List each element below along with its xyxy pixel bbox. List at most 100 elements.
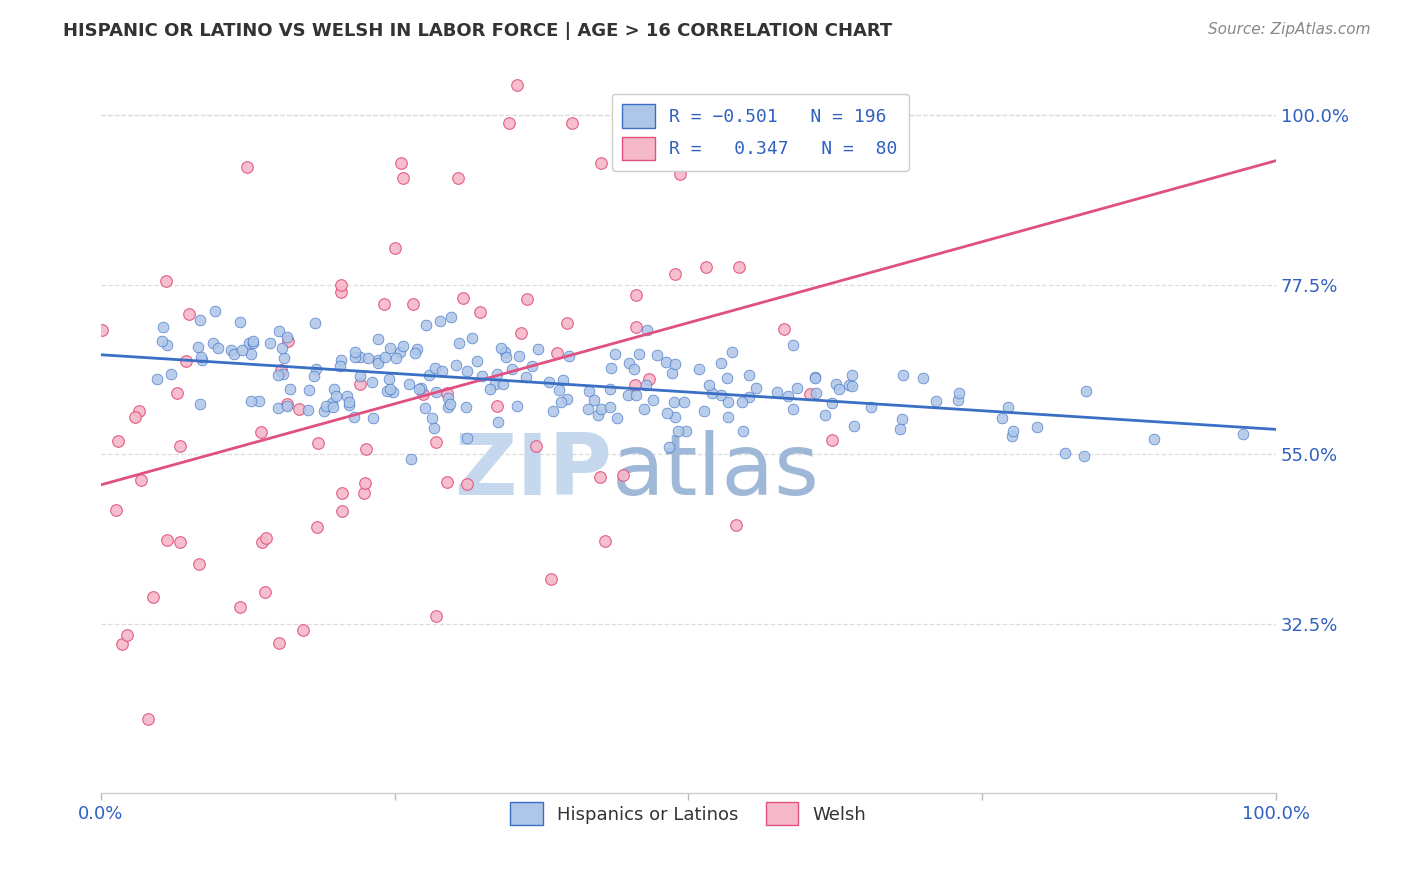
Point: [177, 307, 200, 321]
Point: [890, 412, 912, 426]
Point: [731, 394, 754, 409]
Point: [430, 364, 453, 378]
Point: [827, 382, 849, 396]
Point: [174, 353, 197, 368]
Point: [288, 402, 311, 417]
Point: [343, 410, 366, 425]
Point: [254, 531, 277, 545]
Point: [782, 401, 804, 416]
Point: [588, 470, 610, 484]
Point: [505, 399, 527, 413]
Point: [557, 349, 579, 363]
Point: [276, 330, 298, 344]
Point: [821, 395, 844, 409]
Point: [240, 346, 263, 360]
Point: [150, 334, 173, 348]
Point: [516, 292, 538, 306]
Point: [603, 347, 626, 361]
Point: [222, 347, 245, 361]
Point: [354, 442, 377, 457]
Point: [515, 370, 537, 384]
Legend: Hispanics or Latinos, Welsh: Hispanics or Latinos, Welsh: [502, 793, 876, 834]
Point: [721, 345, 744, 359]
Point: [636, 377, 658, 392]
Point: [889, 422, 911, 436]
Point: [470, 305, 492, 319]
Point: [561, 116, 583, 130]
Point: [799, 387, 821, 401]
Point: [489, 342, 512, 356]
Point: [838, 378, 860, 392]
Point: [925, 393, 948, 408]
Point: [664, 395, 686, 409]
Point: [429, 314, 451, 328]
Point: [367, 332, 389, 346]
Point: [456, 431, 478, 445]
Point: [717, 410, 740, 425]
Point: [803, 370, 825, 384]
Point: [240, 393, 263, 408]
Point: [672, 394, 695, 409]
Point: [439, 397, 461, 411]
Point: [271, 341, 294, 355]
Point: [578, 384, 600, 399]
Point: [738, 368, 761, 382]
Point: [436, 386, 458, 401]
Point: [636, 323, 658, 337]
Point: [136, 712, 159, 726]
Text: HISPANIC OR LATINO VS WELSH IN LABOR FORCE | AGE > 16 CORRELATION CHART: HISPANIC OR LATINO VS WELSH IN LABOR FOR…: [63, 22, 893, 40]
Point: [436, 475, 458, 489]
Text: atlas: atlas: [612, 430, 820, 513]
Point: [786, 381, 808, 395]
Point: [664, 409, 686, 424]
Point: [699, 378, 721, 392]
Point: [548, 383, 571, 397]
Point: [305, 362, 328, 376]
Point: [804, 386, 827, 401]
Point: [990, 411, 1012, 425]
Point: [425, 434, 447, 449]
Point: [405, 342, 427, 356]
Point: [384, 241, 406, 255]
Point: [399, 452, 422, 467]
Point: [111, 637, 134, 651]
Point: [332, 504, 354, 518]
Point: [449, 336, 471, 351]
Point: [339, 395, 361, 409]
Point: [404, 346, 426, 360]
Point: [270, 362, 292, 376]
Point: [425, 384, 447, 399]
Point: [278, 382, 301, 396]
Point: [367, 352, 389, 367]
Point: [1232, 426, 1254, 441]
Point: [409, 381, 432, 395]
Point: [1053, 446, 1076, 460]
Point: [425, 609, 447, 624]
Point: [374, 351, 396, 365]
Point: [599, 361, 621, 376]
Point: [447, 170, 470, 185]
Point: [824, 376, 846, 391]
Point: [107, 434, 129, 448]
Point: [546, 345, 568, 359]
Point: [617, 356, 640, 370]
Point: [187, 340, 209, 354]
Point: [353, 485, 375, 500]
Point: [582, 393, 605, 408]
Point: [479, 382, 502, 396]
Point: [821, 433, 844, 447]
Point: [315, 399, 337, 413]
Point: [664, 267, 686, 281]
Point: [269, 636, 291, 650]
Point: [803, 371, 825, 385]
Point: [782, 337, 804, 351]
Point: [231, 343, 253, 357]
Point: [361, 375, 384, 389]
Point: [623, 361, 645, 376]
Point: [860, 400, 883, 414]
Point: [599, 400, 621, 414]
Point: [392, 171, 415, 186]
Point: [776, 389, 799, 403]
Point: [105, 503, 128, 517]
Point: [624, 377, 647, 392]
